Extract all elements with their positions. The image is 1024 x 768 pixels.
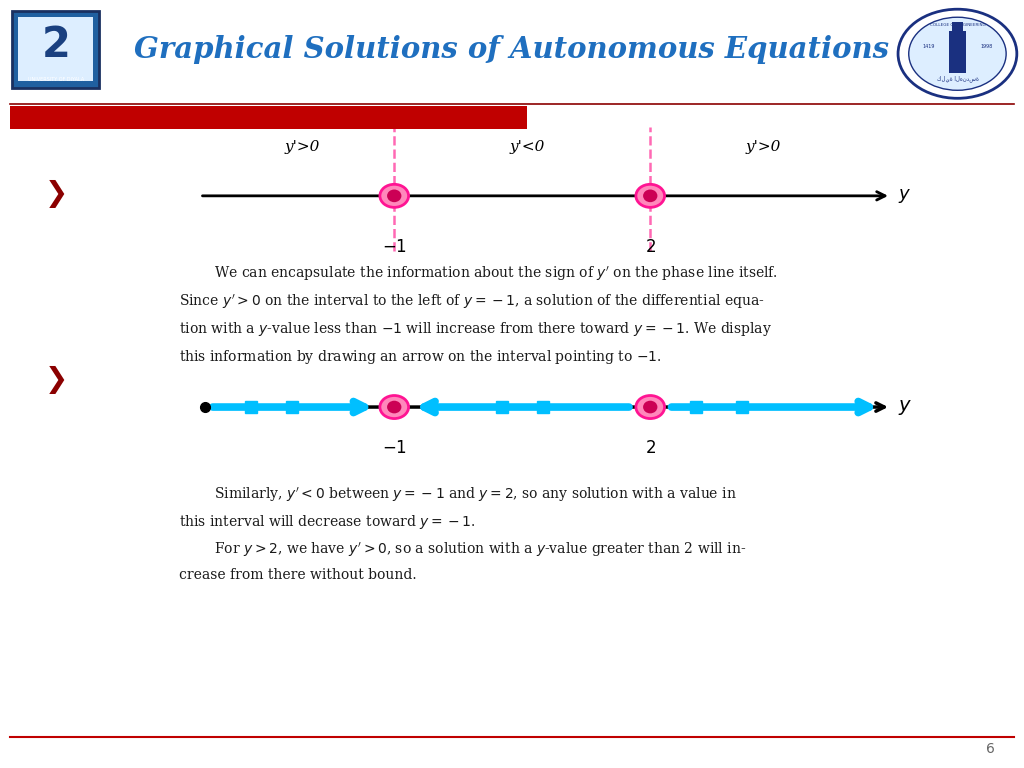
Bar (949, 31, 966, 73)
Text: crease from there without bound.: crease from there without bound. (179, 568, 417, 582)
Text: 1998: 1998 (980, 44, 992, 48)
Text: 2: 2 (41, 25, 71, 66)
Text: y'>0: y'>0 (745, 140, 780, 154)
Text: $y$: $y$ (898, 398, 912, 416)
Ellipse shape (387, 401, 401, 413)
Text: We can encapsulate the information about the sign of $y'$ on the phase line itse: We can encapsulate the information about… (179, 265, 778, 283)
Ellipse shape (387, 190, 401, 202)
Text: UNIVERSITY OF DIYALA: UNIVERSITY OF DIYALA (28, 78, 84, 82)
Text: Graphical Solutions of Autonomous Equations: Graphical Solutions of Autonomous Equati… (134, 35, 890, 65)
Ellipse shape (636, 184, 665, 207)
Text: COLLEGE OF ENGINEERING: COLLEGE OF ENGINEERING (930, 22, 985, 27)
Bar (10, 106, 527, 129)
Text: $2$: $2$ (645, 238, 655, 256)
Text: Since $y' > 0$ on the interval to the left of $y = -1$, a solution of the differ: Since $y' > 0$ on the interval to the le… (179, 293, 765, 311)
Text: Similarly, $y' < 0$ between $y = -1$ and $y = 2$, so any solution with a value i: Similarly, $y' < 0$ between $y = -1$ and… (179, 485, 737, 504)
Text: ❯: ❯ (45, 366, 68, 394)
Ellipse shape (643, 401, 657, 413)
Text: y'<0: y'<0 (510, 140, 545, 154)
Text: كلية الهندسة: كلية الهندسة (937, 75, 978, 81)
Text: $-1$: $-1$ (382, 439, 407, 457)
Ellipse shape (380, 396, 409, 419)
Text: For $y > 2$, we have $y' > 0$, so a solution with a $y$-value greater than 2 wil: For $y > 2$, we have $y' > 0$, so a solu… (179, 541, 746, 559)
Text: $2$: $2$ (645, 439, 655, 457)
Text: 1419: 1419 (923, 44, 935, 48)
Text: $y$: $y$ (898, 187, 911, 205)
Text: this information by drawing an arrow on the interval pointing to $-1$.: this information by drawing an arrow on … (179, 348, 662, 366)
Ellipse shape (643, 190, 657, 202)
Text: $-1$: $-1$ (382, 238, 407, 256)
Text: tion with a $y$-value less than $-1$ will increase from there toward $y = -1$. W: tion with a $y$-value less than $-1$ wil… (179, 320, 772, 338)
Text: this interval will decrease toward $y = -1$.: this interval will decrease toward $y = … (179, 513, 476, 531)
Ellipse shape (380, 184, 409, 207)
Text: ❯: ❯ (45, 180, 68, 207)
Circle shape (898, 9, 1017, 98)
Text: 6: 6 (986, 742, 995, 756)
Circle shape (908, 17, 1007, 91)
Ellipse shape (636, 396, 665, 419)
Bar (952, 22, 963, 31)
Bar (18, 17, 93, 81)
Text: y'>0: y'>0 (285, 140, 319, 154)
Bar (12, 11, 99, 88)
